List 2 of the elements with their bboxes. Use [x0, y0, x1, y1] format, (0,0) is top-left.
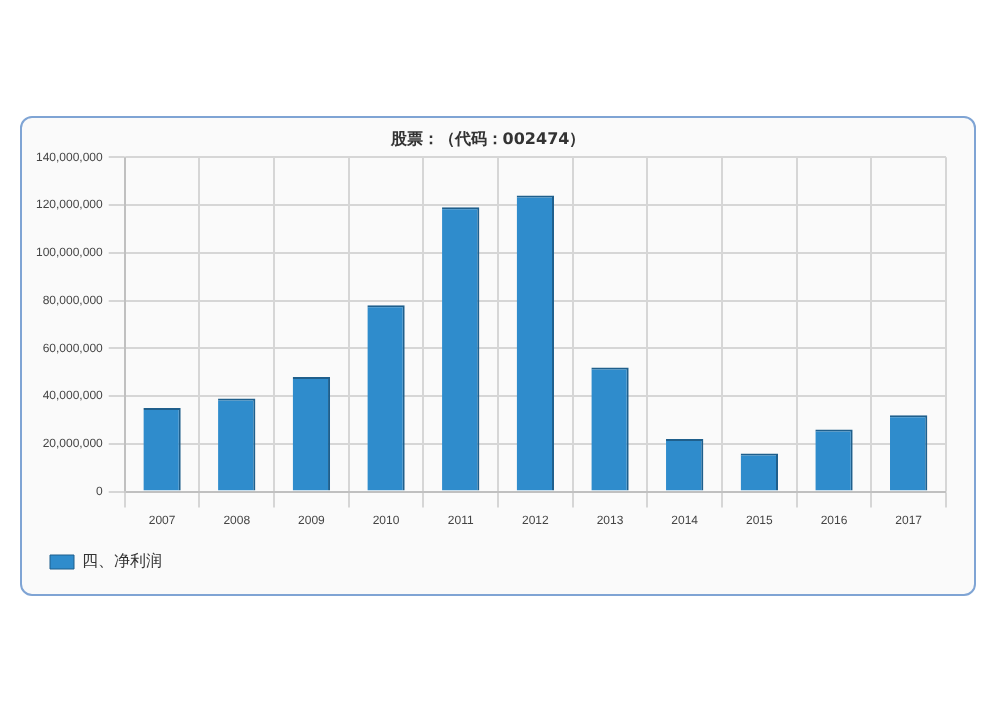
- chart-title: 股票：（代码：002474）: [388, 129, 586, 148]
- legend-label: 四、净利润: [82, 552, 162, 571]
